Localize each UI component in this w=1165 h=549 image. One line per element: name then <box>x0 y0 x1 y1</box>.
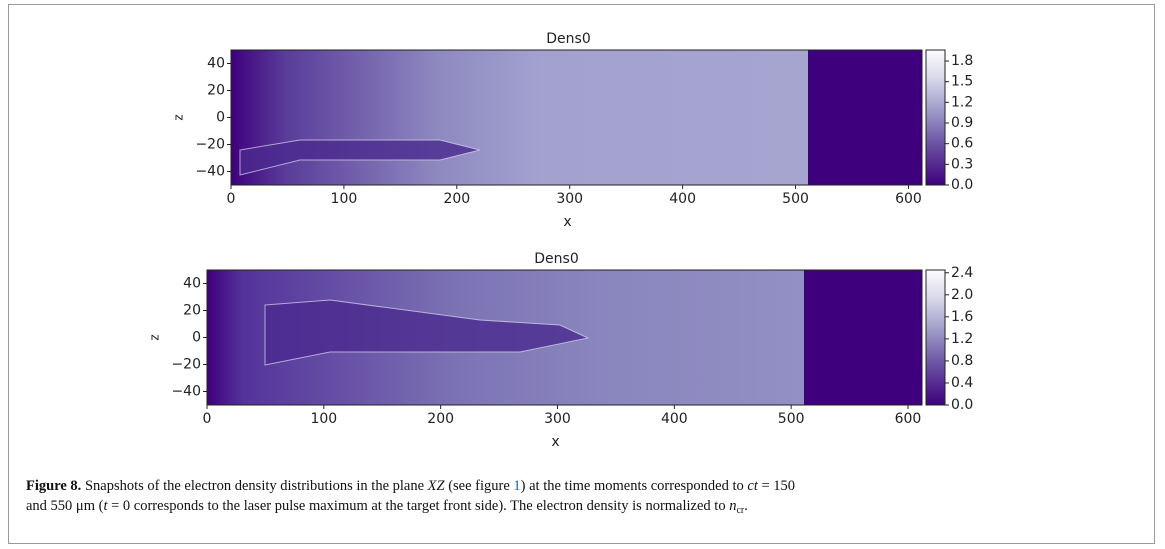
y-tick-label: −20 <box>171 357 201 373</box>
colorbar-tick-label: 0.9 <box>951 115 973 131</box>
density-field <box>231 50 922 185</box>
colorbar-tick-label: 0.0 <box>951 397 973 413</box>
caption-text[interactable]: 1 <box>513 478 521 494</box>
colorbar-tick-label: 1.8 <box>951 53 973 69</box>
x-tick-label: 100 <box>331 191 358 207</box>
x-tick-label: 500 <box>782 191 809 207</box>
colorbar-tick-label: 0.6 <box>951 136 973 152</box>
caption-line: Figure 8. Snapshots of the electron dens… <box>26 476 1146 496</box>
x-tick-label: 500 <box>778 411 805 427</box>
colorbar-tick-label: 2.4 <box>951 265 973 281</box>
x-axis-label: x <box>563 214 571 230</box>
x-tick-label: 200 <box>427 411 454 427</box>
caption-text: and 550 μm ( <box>26 498 104 514</box>
x-tick-label: 200 <box>443 191 470 207</box>
y-tick-label: −40 <box>195 164 225 180</box>
x-tick-label: 400 <box>669 191 696 207</box>
caption-text: . <box>744 498 748 514</box>
colorbar-tick-label: 0.3 <box>951 156 973 172</box>
y-axis-label: z <box>148 334 162 340</box>
colorbar-tick-label: 1.2 <box>951 94 973 110</box>
figure-frame <box>8 4 1155 544</box>
caption-text: n <box>729 498 737 514</box>
chart-title: Dens0 <box>534 251 578 267</box>
x-tick-label: 400 <box>661 411 688 427</box>
plasma-channel <box>239 139 481 176</box>
y-tick-label: −40 <box>171 384 201 400</box>
x-tick-label: 0 <box>203 411 212 427</box>
y-tick-label: 40 <box>207 56 225 72</box>
y-tick-label: 0 <box>192 330 201 346</box>
x-axis-label: x <box>551 434 559 450</box>
caption-text: cr <box>736 505 745 516</box>
x-tick-label: 300 <box>544 411 571 427</box>
y-tick-label: 20 <box>207 83 225 99</box>
plasma-channel <box>264 299 590 366</box>
x-tick-label: 0 <box>227 191 236 207</box>
y-tick-label: 20 <box>183 303 201 319</box>
caption-text: Figure 8. <box>26 478 82 494</box>
colorbar <box>925 49 946 186</box>
caption-text: ) at the time moments corresponded to <box>520 478 748 494</box>
caption: Figure 8. Snapshots of the electron dens… <box>26 476 1146 521</box>
x-tick-label: 600 <box>895 411 922 427</box>
y-tick-label: 40 <box>183 276 201 292</box>
colorbar-tick-label: 0.8 <box>951 353 973 369</box>
colorbar-tick-label: 2.0 <box>951 287 973 303</box>
x-tick-label: 600 <box>895 191 922 207</box>
caption-text: t <box>103 498 108 514</box>
colorbar <box>925 269 946 406</box>
colorbar-tick-label: 0.4 <box>951 375 973 391</box>
x-tick-label: 100 <box>310 411 337 427</box>
caption-text: ct <box>747 478 758 494</box>
caption-line: and 550 μm (t = 0 corresponds to the las… <box>26 496 1146 521</box>
y-tick-label: 0 <box>216 110 225 126</box>
chart-title: Dens0 <box>546 31 590 47</box>
caption-text: = 0 corresponds to the laser pulse maxim… <box>107 498 730 514</box>
caption-text: = 150 <box>757 478 796 494</box>
colorbar-tick-label: 1.2 <box>951 331 973 347</box>
colorbar-tick-label: 1.6 <box>951 309 973 325</box>
colorbar-tick-label: 0.0 <box>951 177 973 193</box>
x-tick-label: 300 <box>556 191 583 207</box>
colorbar-tick-label: 1.5 <box>951 74 973 90</box>
caption-text: Snapshots of the electron density distri… <box>81 478 428 494</box>
caption-text: XZ <box>427 478 445 494</box>
y-tick-label: −20 <box>195 137 225 153</box>
caption-text: (see figure <box>444 478 514 494</box>
y-axis-label: z <box>172 114 186 120</box>
